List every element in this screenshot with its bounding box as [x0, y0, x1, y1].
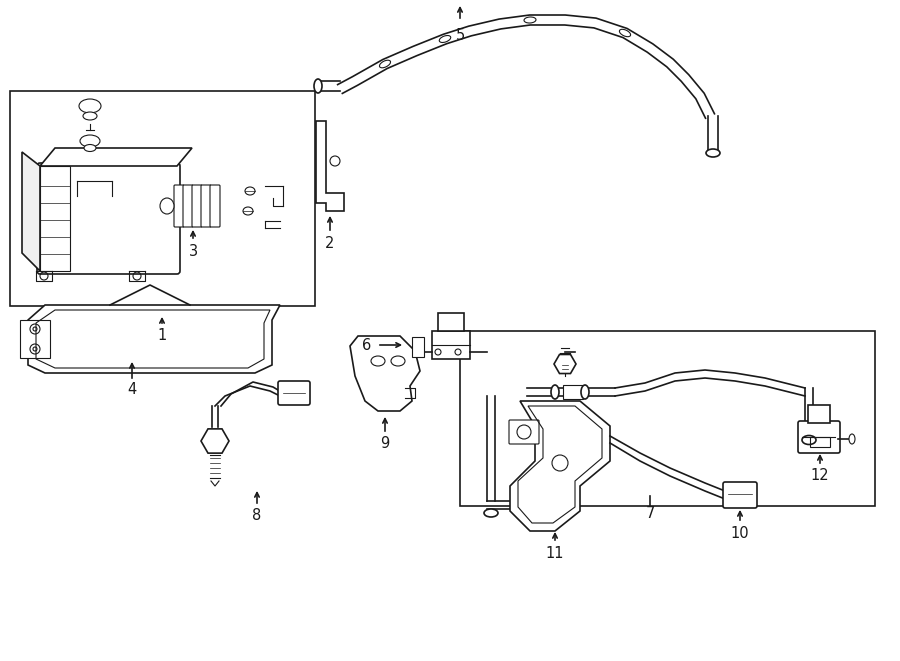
Text: 7: 7 [645, 506, 654, 520]
Bar [412, 337, 424, 357]
Ellipse shape [619, 29, 631, 37]
FancyBboxPatch shape [37, 163, 180, 274]
Polygon shape [40, 148, 192, 166]
Bar [20, 320, 50, 358]
Text: 10: 10 [731, 525, 750, 541]
Ellipse shape [80, 135, 100, 147]
Text: 1: 1 [158, 327, 166, 342]
Bar [808, 405, 830, 423]
Text: 8: 8 [252, 508, 262, 524]
Ellipse shape [380, 60, 391, 68]
Bar [460, 331, 875, 506]
Text: 9: 9 [381, 436, 390, 451]
Bar [40, 166, 70, 271]
Text: 11: 11 [545, 545, 564, 561]
FancyBboxPatch shape [278, 381, 310, 405]
FancyBboxPatch shape [723, 482, 757, 508]
FancyBboxPatch shape [210, 185, 220, 227]
Ellipse shape [706, 149, 720, 157]
FancyBboxPatch shape [183, 185, 193, 227]
Ellipse shape [849, 434, 855, 444]
Ellipse shape [84, 145, 96, 151]
Bar [10, 91, 315, 306]
Polygon shape [28, 305, 280, 373]
FancyBboxPatch shape [192, 185, 202, 227]
Polygon shape [22, 152, 40, 271]
Polygon shape [316, 121, 344, 211]
Bar [438, 313, 464, 331]
FancyBboxPatch shape [201, 185, 211, 227]
Ellipse shape [802, 436, 816, 444]
Text: 2: 2 [325, 235, 335, 251]
Ellipse shape [79, 99, 101, 113]
FancyBboxPatch shape [174, 185, 184, 227]
Bar [563, 385, 583, 399]
Bar [432, 331, 470, 359]
Ellipse shape [83, 112, 97, 120]
Polygon shape [350, 336, 420, 411]
Ellipse shape [314, 79, 322, 93]
Polygon shape [510, 401, 610, 531]
Text: 4: 4 [128, 381, 137, 397]
Ellipse shape [524, 17, 536, 23]
Bar [810, 437, 830, 447]
FancyBboxPatch shape [509, 420, 539, 444]
Text: 6: 6 [363, 338, 372, 352]
Ellipse shape [484, 509, 498, 517]
Text: 12: 12 [811, 469, 829, 483]
Ellipse shape [439, 36, 451, 42]
Text: 3: 3 [188, 243, 198, 258]
Ellipse shape [551, 385, 559, 399]
Text: 5: 5 [455, 28, 464, 44]
Ellipse shape [160, 198, 174, 214]
FancyBboxPatch shape [798, 421, 840, 453]
Ellipse shape [581, 385, 589, 399]
